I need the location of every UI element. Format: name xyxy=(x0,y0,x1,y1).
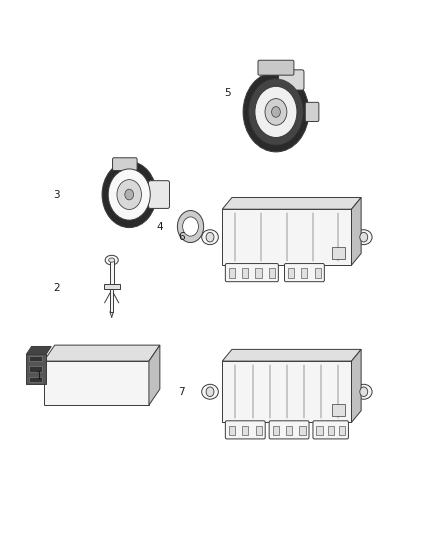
Bar xyxy=(110,260,114,285)
FancyBboxPatch shape xyxy=(313,421,348,439)
Circle shape xyxy=(206,387,214,397)
Bar xyxy=(301,269,307,278)
Polygon shape xyxy=(26,354,46,384)
FancyBboxPatch shape xyxy=(226,263,279,281)
Polygon shape xyxy=(351,197,361,265)
Bar xyxy=(29,356,42,361)
Bar xyxy=(316,425,322,435)
Circle shape xyxy=(206,232,214,242)
Bar xyxy=(269,269,275,278)
Bar xyxy=(332,404,345,416)
Polygon shape xyxy=(223,361,351,422)
FancyBboxPatch shape xyxy=(258,60,294,75)
Bar xyxy=(288,269,294,278)
Bar xyxy=(339,425,345,435)
Text: 7: 7 xyxy=(178,387,185,397)
Text: 4: 4 xyxy=(156,222,163,231)
Circle shape xyxy=(117,180,141,209)
Circle shape xyxy=(108,169,150,220)
Ellipse shape xyxy=(105,255,118,265)
Circle shape xyxy=(265,99,287,125)
FancyBboxPatch shape xyxy=(269,421,309,439)
FancyBboxPatch shape xyxy=(279,70,304,90)
Polygon shape xyxy=(351,350,361,422)
Ellipse shape xyxy=(355,384,372,399)
Ellipse shape xyxy=(355,230,372,245)
Ellipse shape xyxy=(201,384,219,399)
Bar xyxy=(332,247,345,259)
Ellipse shape xyxy=(201,230,219,245)
Bar xyxy=(242,269,248,278)
Circle shape xyxy=(243,72,309,152)
Circle shape xyxy=(249,79,303,145)
Circle shape xyxy=(360,387,368,397)
Polygon shape xyxy=(44,345,160,361)
Bar xyxy=(229,269,235,278)
Bar xyxy=(328,425,334,435)
Ellipse shape xyxy=(109,258,115,262)
Bar xyxy=(242,425,248,435)
Bar xyxy=(104,284,120,289)
Text: 1: 1 xyxy=(36,371,43,381)
Bar xyxy=(255,269,261,278)
Text: 3: 3 xyxy=(53,190,60,199)
Bar xyxy=(286,425,292,435)
Bar xyxy=(299,425,305,435)
Text: 5: 5 xyxy=(224,88,231,98)
Circle shape xyxy=(272,107,280,117)
Circle shape xyxy=(360,232,368,242)
Text: 2: 2 xyxy=(53,283,60,293)
FancyBboxPatch shape xyxy=(285,263,324,281)
FancyBboxPatch shape xyxy=(148,181,170,208)
Bar xyxy=(29,367,42,372)
Bar xyxy=(256,425,262,435)
Circle shape xyxy=(125,189,134,200)
Bar xyxy=(110,289,113,312)
Polygon shape xyxy=(223,350,361,361)
Polygon shape xyxy=(223,209,351,265)
Bar xyxy=(29,377,42,382)
Polygon shape xyxy=(26,346,51,354)
Circle shape xyxy=(177,211,204,243)
Polygon shape xyxy=(223,197,361,209)
Bar xyxy=(314,269,321,278)
Bar xyxy=(272,425,279,435)
Polygon shape xyxy=(44,361,149,405)
FancyBboxPatch shape xyxy=(305,102,319,122)
Text: 6: 6 xyxy=(178,232,185,242)
Polygon shape xyxy=(149,345,160,405)
Bar xyxy=(229,425,235,435)
FancyBboxPatch shape xyxy=(226,421,265,439)
Circle shape xyxy=(102,161,156,228)
FancyBboxPatch shape xyxy=(113,158,137,171)
Circle shape xyxy=(255,86,297,138)
Circle shape xyxy=(183,217,198,236)
